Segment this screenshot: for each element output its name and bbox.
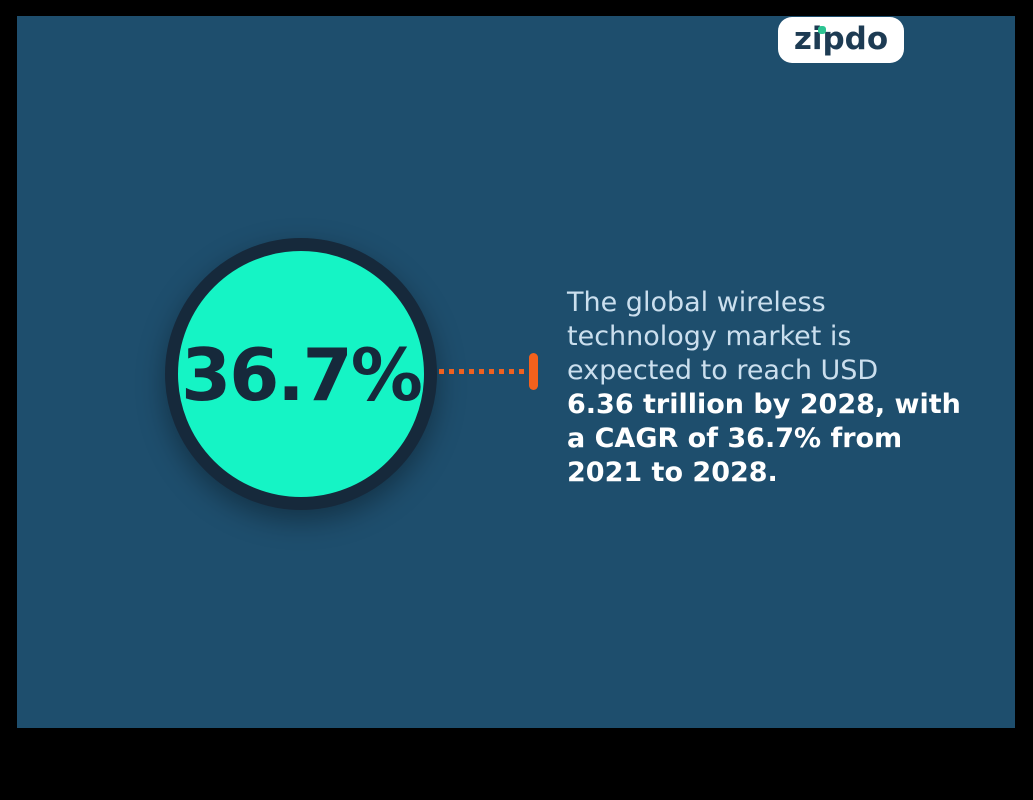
- infographic-card: zipdo 36.7% The global wireless technolo…: [17, 16, 1015, 728]
- stat-value: 36.7%: [181, 333, 423, 417]
- zipdo-logo-badge: zipdo: [778, 17, 904, 63]
- description-line: 6.36 trillion by 2028, with: [567, 389, 961, 420]
- description-line: a CAGR of 36.7% from: [567, 423, 903, 454]
- connector-dotted-line: [439, 369, 527, 374]
- description-line: 2021 to 2028.: [567, 457, 778, 488]
- description-line: The global wireless: [567, 287, 826, 318]
- description-line: technology market is: [567, 321, 852, 352]
- description-line: expected to reach USD: [567, 355, 879, 386]
- logo-i-dot-icon: [818, 26, 826, 34]
- zipdo-logo-text: zipdo: [793, 20, 889, 57]
- stat-circle: 36.7%: [165, 238, 437, 510]
- stat-description: The global wireless technology market is…: [567, 286, 961, 490]
- connector-end-bar: [529, 353, 538, 390]
